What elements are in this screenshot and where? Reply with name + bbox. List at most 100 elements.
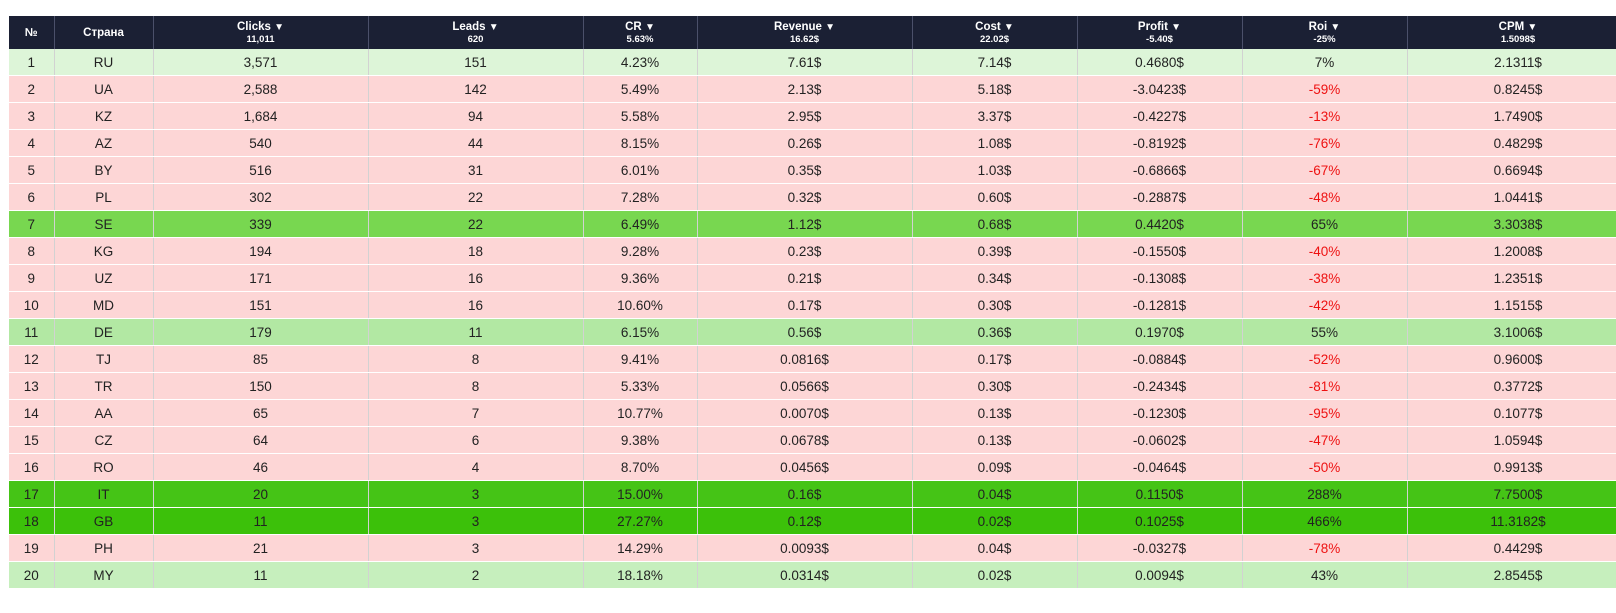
stats-table-container: № Страна Clicks ▼ 11,011 Leads ▼ 620 CR …: [9, 16, 1616, 589]
row-leads: 8: [368, 345, 584, 373]
row-revenue: 0.56$: [697, 318, 913, 346]
row-cost: 0.36$: [912, 318, 1078, 346]
row-cr: 9.36%: [583, 264, 698, 292]
row-cost: 0.17$: [912, 345, 1078, 373]
header-profit-label: Profit: [1137, 20, 1168, 33]
header-revenue-label: Revenue: [773, 20, 822, 33]
row-leads: 22: [368, 210, 584, 238]
row-cost: 7.14$: [912, 49, 1078, 76]
row-leads: 3: [368, 480, 584, 508]
row-revenue: 0.0093$: [697, 534, 913, 562]
row-clicks: 11: [153, 507, 369, 535]
row-num: 14: [9, 399, 55, 427]
row-cr: 6.15%: [583, 318, 698, 346]
row-revenue: 0.0816$: [697, 345, 913, 373]
row-leads: 151: [368, 49, 584, 76]
row-cr: 15.00%: [583, 480, 698, 508]
row-cpm: 3.1006$: [1407, 318, 1616, 346]
table-row: 10 MD 151 16 10.60% 0.17$ 0.30$ -0.1281$…: [9, 291, 1616, 319]
row-cr: 6.49%: [583, 210, 698, 238]
header-clicks-total: 11,011: [246, 33, 275, 45]
header-num[interactable]: №: [9, 16, 55, 49]
row-cpm: 2.8545$: [1407, 561, 1616, 589]
header-cr-total: 5.63%: [626, 33, 654, 45]
table-row: 9 UZ 171 16 9.36% 0.21$ 0.34$ -0.1308$ -…: [9, 264, 1616, 292]
row-cpm: 0.3772$: [1407, 372, 1616, 400]
header-cpm-total: 1.5098$: [1500, 33, 1536, 45]
row-clicks: 11: [153, 561, 369, 589]
sort-down-icon: ▼: [1330, 21, 1341, 33]
row-cpm: 2.1311$: [1407, 49, 1616, 76]
header-revenue[interactable]: Revenue ▼ 16.62$: [697, 16, 913, 49]
header-profit[interactable]: Profit ▼ -5.40$: [1077, 16, 1243, 49]
row-roi: 43%: [1242, 561, 1408, 589]
row-country: RU: [54, 49, 154, 76]
row-cpm: 0.6694$: [1407, 156, 1616, 184]
row-revenue: 0.26$: [697, 129, 913, 157]
header-cost-total: 22.02$: [979, 33, 1010, 45]
row-roi: -78%: [1242, 534, 1408, 562]
row-profit: -0.0602$: [1077, 426, 1243, 454]
row-clicks: 540: [153, 129, 369, 157]
row-clicks: 20: [153, 480, 369, 508]
row-revenue: 2.13$: [697, 75, 913, 103]
header-cr[interactable]: CR ▼ 5.63%: [583, 16, 698, 49]
row-country: IT: [54, 480, 154, 508]
row-cpm: 1.0594$: [1407, 426, 1616, 454]
header-profit-total: -5.40$: [1146, 33, 1173, 45]
row-cr: 27.27%: [583, 507, 698, 535]
row-clicks: 2,588: [153, 75, 369, 103]
row-cpm: 7.7500$: [1407, 480, 1616, 508]
row-leads: 11: [368, 318, 584, 346]
header-roi[interactable]: Roi ▼ -25%: [1242, 16, 1408, 49]
row-cr: 5.58%: [583, 102, 698, 130]
row-profit: -0.0327$: [1077, 534, 1243, 562]
header-cpm[interactable]: CPM ▼ 1.5098$: [1407, 16, 1616, 49]
row-country: KG: [54, 237, 154, 265]
row-cpm: 0.4829$: [1407, 129, 1616, 157]
header-revenue-total: 16.62$: [789, 33, 820, 45]
row-country: GB: [54, 507, 154, 535]
row-roi: -48%: [1242, 183, 1408, 211]
row-roi: -38%: [1242, 264, 1408, 292]
row-cpm: 0.8245$: [1407, 75, 1616, 103]
row-country: AZ: [54, 129, 154, 157]
row-profit: -0.8192$: [1077, 129, 1243, 157]
row-cpm: 11.3182$: [1407, 507, 1616, 535]
table-row: 4 AZ 540 44 8.15% 0.26$ 1.08$ -0.8192$ -…: [9, 129, 1616, 157]
row-cost: 0.30$: [912, 372, 1078, 400]
row-num: 4: [9, 129, 55, 157]
row-profit: -0.1230$: [1077, 399, 1243, 427]
row-revenue: 0.17$: [697, 291, 913, 319]
row-cost: 0.09$: [912, 453, 1078, 481]
row-clicks: 64: [153, 426, 369, 454]
row-num: 3: [9, 102, 55, 130]
row-cpm: 1.7490$: [1407, 102, 1616, 130]
row-num: 13: [9, 372, 55, 400]
row-num: 6: [9, 183, 55, 211]
row-leads: 7: [368, 399, 584, 427]
table-row: 3 KZ 1,684 94 5.58% 2.95$ 3.37$ -0.4227$…: [9, 102, 1616, 130]
header-clicks[interactable]: Clicks ▼ 11,011: [153, 16, 369, 49]
row-cost: 1.03$: [912, 156, 1078, 184]
table-row: 13 TR 150 8 5.33% 0.0566$ 0.30$ -0.2434$…: [9, 372, 1616, 400]
row-leads: 8: [368, 372, 584, 400]
row-revenue: 0.0456$: [697, 453, 913, 481]
row-cost: 0.34$: [912, 264, 1078, 292]
header-roi-label: Roi: [1308, 20, 1328, 33]
header-leads[interactable]: Leads ▼ 620: [368, 16, 584, 49]
row-cost: 0.60$: [912, 183, 1078, 211]
row-cr: 7.28%: [583, 183, 698, 211]
header-cost[interactable]: Cost ▼ 22.02$: [912, 16, 1078, 49]
header-country[interactable]: Страна: [54, 16, 154, 49]
row-country: CZ: [54, 426, 154, 454]
row-revenue: 0.0678$: [697, 426, 913, 454]
row-profit: -0.2434$: [1077, 372, 1243, 400]
table-row: 5 BY 516 31 6.01% 0.35$ 1.03$ -0.6866$ -…: [9, 156, 1616, 184]
row-profit: -0.0464$: [1077, 453, 1243, 481]
row-profit: 0.4680$: [1077, 49, 1243, 76]
row-revenue: 0.23$: [697, 237, 913, 265]
header-cpm-label: CPM: [1498, 20, 1525, 33]
row-roi: -42%: [1242, 291, 1408, 319]
row-country: AA: [54, 399, 154, 427]
